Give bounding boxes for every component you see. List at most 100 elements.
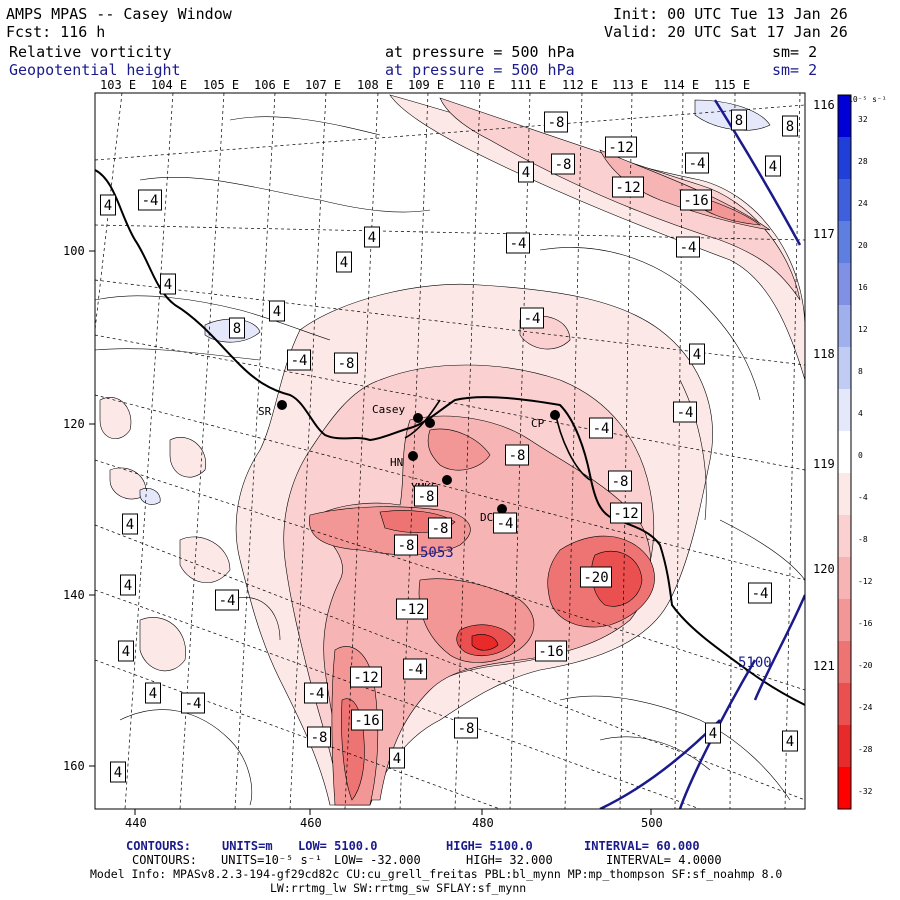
contour-label-text: 4: [769, 159, 777, 175]
contour-label-text: 4: [693, 347, 701, 363]
colorbar-tick-label: -8: [858, 535, 868, 544]
x-tick-label: 480: [472, 816, 494, 830]
contour-label-box: -4: [589, 417, 613, 439]
footer-contour-units-1: UNITS=m: [222, 839, 273, 853]
contour-label-box: -12: [612, 176, 644, 198]
lon-label: 115 E: [714, 78, 750, 92]
contour-label-text: 8: [233, 321, 241, 337]
colorbar-swatch: [838, 557, 851, 600]
contour-label-box: -8: [551, 153, 575, 175]
x-tick-label: 460: [300, 816, 322, 830]
colorbar-tick-label: -4: [858, 493, 868, 502]
field1-level: at pressure = 500 hPa: [385, 43, 575, 61]
contour-label-text: 4: [709, 726, 717, 742]
colorbar-tick-label: -32: [858, 787, 873, 796]
contour-label-text: -12: [353, 670, 378, 686]
colorbar-tick-label: 20: [858, 241, 868, 250]
contour-label-box: 4: [100, 194, 116, 216]
field1-name: Relative vorticity: [9, 43, 172, 61]
lon-label: 108 E: [357, 78, 393, 92]
colorbar-swatch: [838, 599, 851, 642]
station-marker: [413, 413, 423, 423]
contour-label-text: 4: [786, 734, 794, 750]
colorbar-swatch: [838, 389, 851, 432]
contour-label-box: 4: [120, 574, 136, 596]
contour-label-box: -4: [304, 682, 328, 704]
contour-label-box: 4: [118, 640, 134, 662]
lon-label: 109 E: [408, 78, 444, 92]
valid-time: Valid: 20 UTC Sat 17 Jan 26: [604, 23, 848, 41]
colorbar-tick-label: -16: [858, 619, 873, 628]
contour-label-box: -8: [394, 534, 418, 556]
contour-label-text: 4: [149, 686, 157, 702]
colorbar-tick-label: 8: [858, 367, 863, 376]
station-label-casey: Casey: [372, 403, 405, 416]
height-label: 5100: [738, 655, 772, 671]
field2-smooth: sm= 2: [772, 61, 818, 79]
lon-label: 112 E: [562, 78, 598, 92]
model-info: Model Info: MPASv8.2.3-194-gf29cd82c CU:…: [90, 867, 783, 881]
colorbar-tick-label: 0: [858, 451, 863, 460]
field2-level: at pressure = 500 hPa: [385, 61, 575, 79]
station-marker: [497, 504, 507, 514]
contour-label-box: -16: [680, 189, 712, 211]
contour-label-box: -8: [454, 717, 478, 739]
contour-label-box: -8: [334, 352, 358, 374]
contour-label-text: -4: [308, 686, 325, 702]
y-tick-label: 120: [63, 417, 85, 431]
contour-label-box: -4: [676, 236, 700, 258]
footer-contour-low-2: LOW= -32.000: [334, 853, 421, 867]
contour-label-box: -8: [505, 444, 529, 466]
colorbar-tick-label: 24: [858, 199, 868, 208]
contour-label-text: -16: [538, 644, 563, 660]
colorbar: 32 28 24 20 16 12 8 4 0 -4 -8 -12 -16 -20 -24 -28 -32: [837, 94, 873, 810]
contour-label-box: 4: [389, 747, 405, 769]
contour-label-box: -8: [428, 517, 452, 539]
colorbar-swatch: [838, 515, 851, 558]
y-tick-label: 140: [63, 588, 85, 602]
lon-label: 107 E: [305, 78, 341, 92]
contour-label-text: -4: [689, 156, 706, 172]
contour-label-text: -8: [311, 730, 328, 746]
colorbar-tick-label: -24: [858, 703, 873, 712]
footer-contour-low-1: LOW= 5100.0: [298, 839, 378, 853]
map-frame: [94, 92, 806, 810]
contour-label-text: -8: [338, 356, 355, 372]
contour-label-text: -8: [548, 115, 565, 131]
contour-label-text: -4: [752, 586, 769, 602]
station-label-hn: HN: [390, 456, 403, 469]
contour-label-box: -12: [605, 136, 637, 158]
colorbar-unit: 10⁻⁵ s⁻¹: [848, 95, 887, 104]
contour-label-text: -8: [509, 448, 526, 464]
colorbar-swatch: [838, 347, 851, 390]
contour-label-text: -20: [583, 570, 608, 586]
footer-contour-units-2: UNITS=10⁻⁵ s⁻¹: [221, 853, 323, 867]
axis-ticks: 440 460 480 500 100 120 140 160: [63, 244, 663, 830]
field2-name: Geopotential height: [9, 61, 181, 79]
lon-label: 105 E: [203, 78, 239, 92]
contour-label-text: 8: [735, 113, 743, 129]
contour-label-text: -8: [418, 489, 435, 505]
footer-contour-label-1: CONTOURS:: [126, 839, 192, 853]
contour-label-box: 4: [336, 251, 352, 273]
colorbar-tick-label: 32: [858, 115, 868, 124]
contour-label-text: -4: [593, 421, 610, 437]
contour-label-text: -4: [677, 405, 694, 421]
contour-label-box: -8: [307, 726, 331, 748]
contour-label-box: 8: [782, 115, 798, 137]
contour-label-text: -8: [458, 721, 475, 737]
colorbar-tick-label: -28: [858, 745, 873, 754]
y-tick-label: 100: [63, 244, 85, 258]
x-tick-label: 500: [641, 816, 663, 830]
contour-label-box: -4: [287, 349, 311, 371]
contour-label-box: -4: [215, 589, 239, 611]
contour-label-text: 4: [126, 517, 134, 533]
contour-label-text: -8: [612, 474, 629, 490]
contour-label-box: -4: [520, 307, 544, 329]
contour-label-text: 8: [786, 119, 794, 135]
contour-label-box: -4: [181, 692, 205, 714]
colorbar-tick-label: 28: [858, 157, 868, 166]
contour-label-text: -4: [407, 662, 424, 678]
model-info-physics: LW:rrtmg_lw SW:rrtmg_sw SFLAY:sf_mynn: [270, 881, 527, 895]
contour-label-box: 4: [110, 761, 126, 783]
